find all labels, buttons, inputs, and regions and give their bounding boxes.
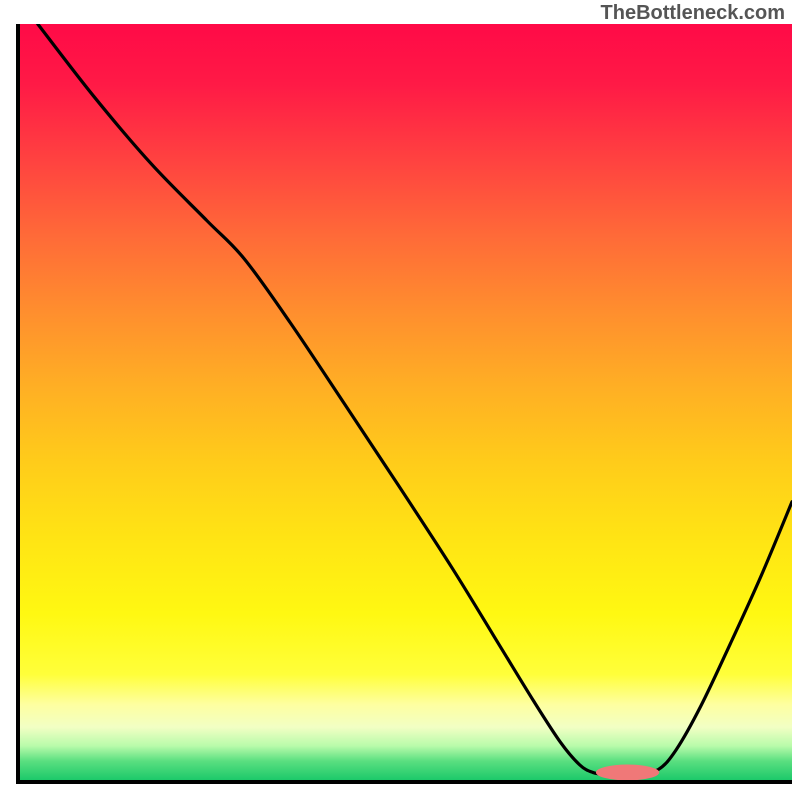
bottleneck-chart: TheBottleneck.com <box>0 0 800 800</box>
x-axis <box>16 780 792 784</box>
watermark-text: TheBottleneck.com <box>601 2 785 25</box>
plot-svg <box>20 24 792 780</box>
gradient-background <box>20 24 792 780</box>
y-axis <box>16 24 20 784</box>
optimal-marker <box>596 765 659 781</box>
plot-area <box>20 24 792 780</box>
